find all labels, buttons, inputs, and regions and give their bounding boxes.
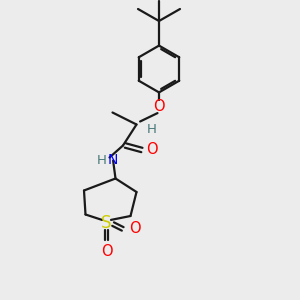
Text: H: H <box>147 123 157 136</box>
Text: O: O <box>146 142 158 158</box>
Text: N: N <box>108 154 118 167</box>
Text: O: O <box>153 99 165 114</box>
Text: O: O <box>101 244 112 259</box>
Text: S: S <box>101 214 112 232</box>
Text: O: O <box>129 221 140 236</box>
Text: H: H <box>97 154 107 167</box>
